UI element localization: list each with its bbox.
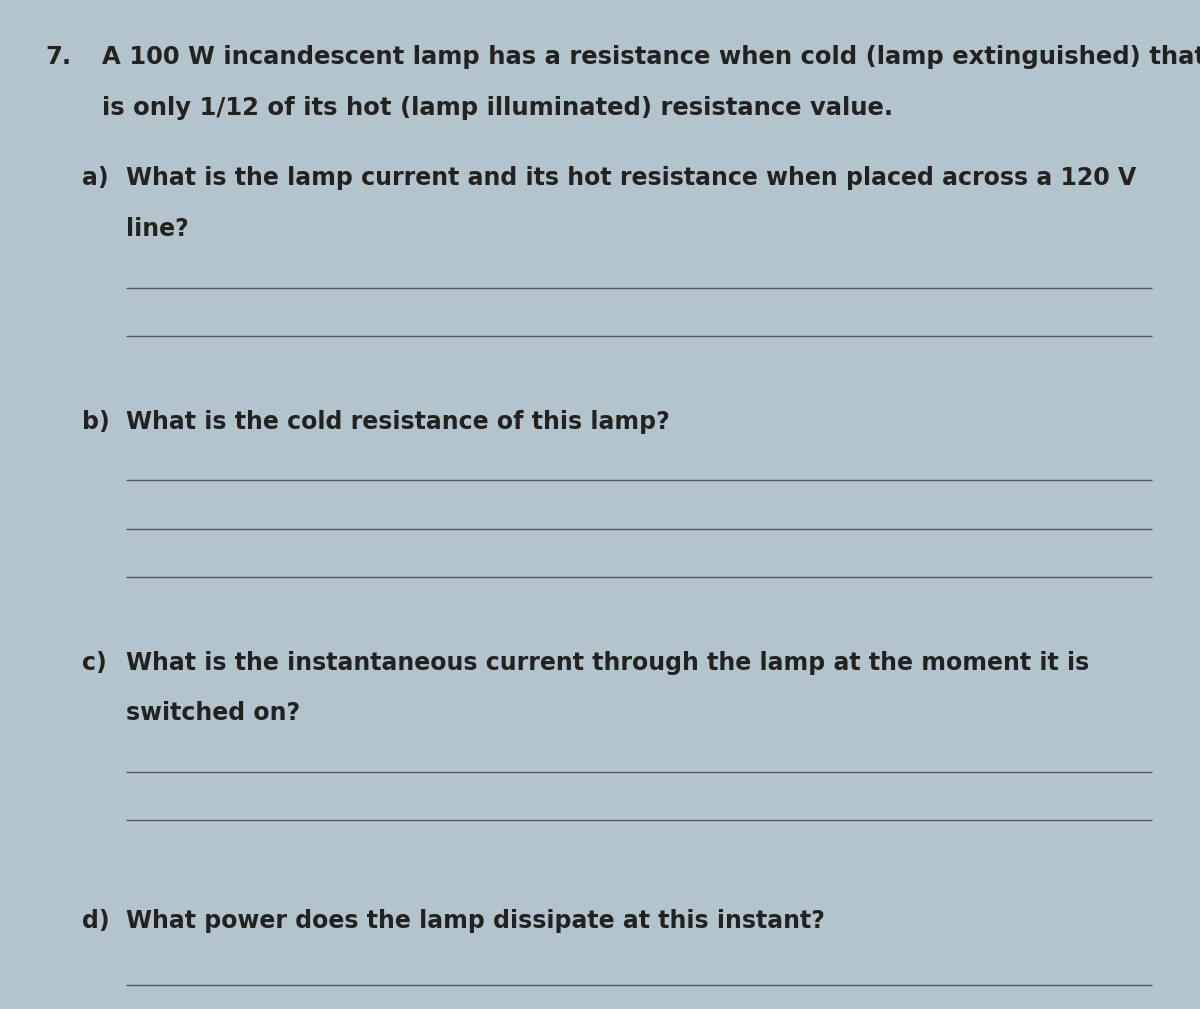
Text: c): c) (82, 651, 107, 675)
Text: 7.: 7. (46, 45, 72, 70)
Text: A 100 W incandescent lamp has a resistance when cold (lamp extinguished) that: A 100 W incandescent lamp has a resistan… (102, 45, 1200, 70)
Text: b): b) (82, 410, 109, 434)
Text: What is the instantaneous current through the lamp at the moment it is: What is the instantaneous current throug… (126, 651, 1090, 675)
Text: What is the cold resistance of this lamp?: What is the cold resistance of this lamp… (126, 410, 670, 434)
Text: What is the lamp current and its hot resistance when placed across a 120 V: What is the lamp current and its hot res… (126, 166, 1136, 191)
Text: is only 1/12 of its hot (lamp illuminated) resistance value.: is only 1/12 of its hot (lamp illuminate… (102, 96, 893, 120)
Text: switched on?: switched on? (126, 701, 300, 725)
Text: d): d) (82, 909, 109, 933)
Text: What power does the lamp dissipate at this instant?: What power does the lamp dissipate at th… (126, 909, 824, 933)
Text: a): a) (82, 166, 108, 191)
Text: line?: line? (126, 217, 188, 241)
